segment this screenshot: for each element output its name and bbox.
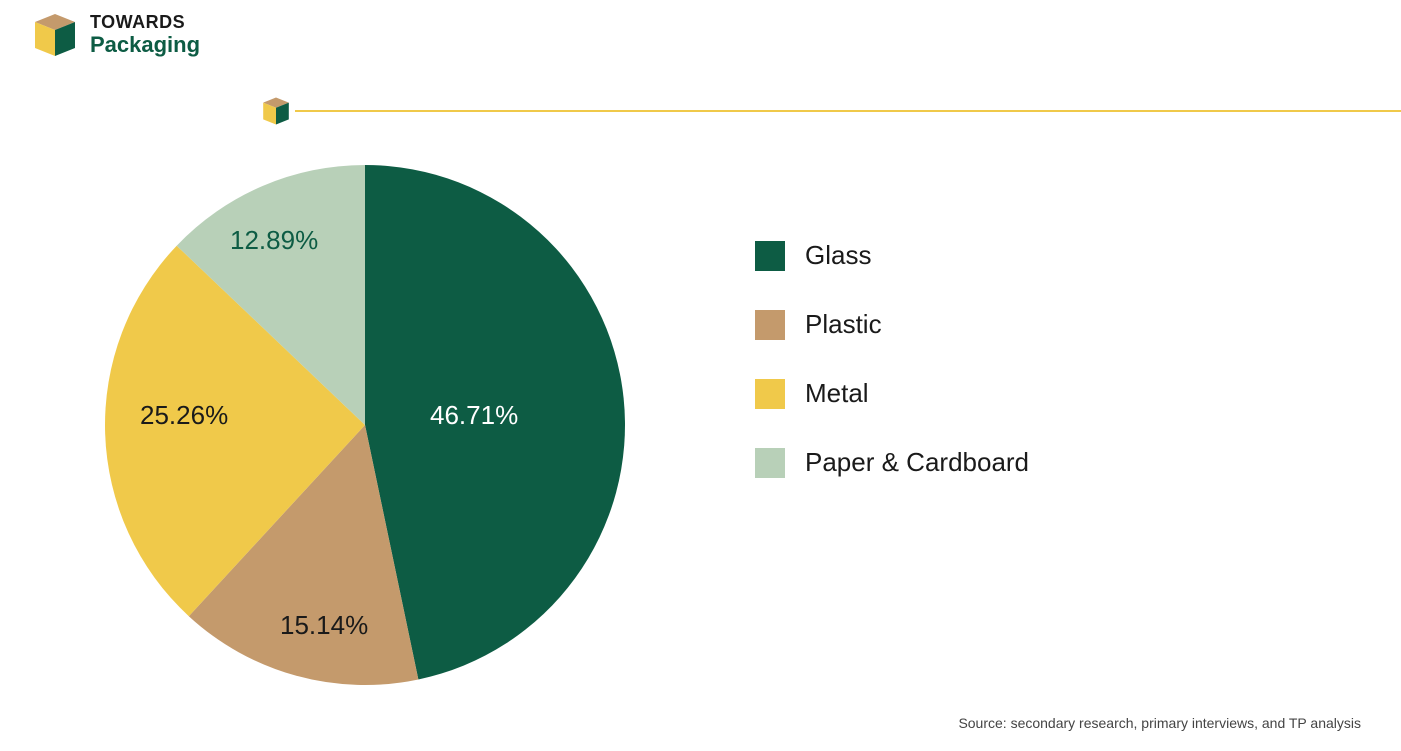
logo-cube-icon xyxy=(30,10,80,60)
legend-label: Metal xyxy=(805,378,869,409)
legend-swatch xyxy=(755,310,785,340)
legend-item: Glass xyxy=(755,240,1029,271)
mini-logo-icon xyxy=(260,95,292,127)
legend-label: Plastic xyxy=(805,309,882,340)
legend-swatch xyxy=(755,379,785,409)
pie-slice-label: 25.26% xyxy=(140,400,228,431)
footer-source: Source: secondary research, primary inte… xyxy=(958,715,1361,731)
legend-swatch xyxy=(755,448,785,478)
legend-item: Paper & Cardboard xyxy=(755,447,1029,478)
legend-item: Plastic xyxy=(755,309,1029,340)
logo-text-top: TOWARDS xyxy=(90,13,200,33)
divider-line xyxy=(295,110,1401,112)
legend-label: Paper & Cardboard xyxy=(805,447,1029,478)
logo-text: TOWARDS Packaging xyxy=(90,13,200,57)
legend-item: Metal xyxy=(755,378,1029,409)
legend-swatch xyxy=(755,241,785,271)
pie-slice-label: 46.71% xyxy=(430,400,518,431)
logo-text-bottom: Packaging xyxy=(90,33,200,57)
brand-logo: TOWARDS Packaging xyxy=(30,10,200,60)
legend-label: Glass xyxy=(805,240,871,271)
pie-slice-label: 15.14% xyxy=(280,610,368,641)
pie-slice-label: 12.89% xyxy=(230,225,318,256)
legend: Glass Plastic Metal Paper & Cardboard xyxy=(755,240,1029,478)
pie-chart: 46.71% 15.14% 25.26% 12.89% xyxy=(100,160,630,690)
